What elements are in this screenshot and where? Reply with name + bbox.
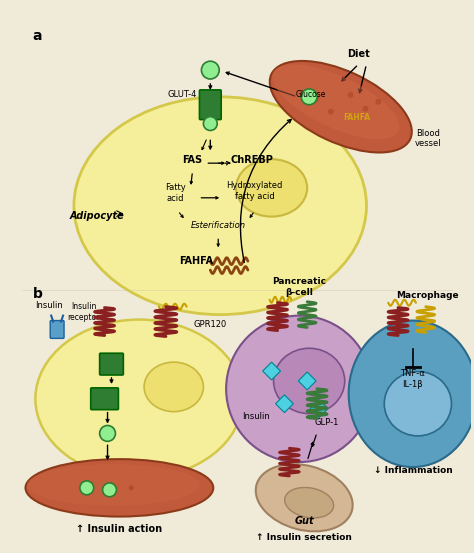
Ellipse shape xyxy=(349,321,474,467)
Text: ↑ Insulin secretion: ↑ Insulin secretion xyxy=(256,533,352,542)
Ellipse shape xyxy=(36,320,243,478)
Circle shape xyxy=(80,481,94,495)
Circle shape xyxy=(107,486,112,491)
Polygon shape xyxy=(263,362,281,380)
Circle shape xyxy=(102,483,117,497)
Circle shape xyxy=(203,117,217,131)
Text: FAS: FAS xyxy=(182,155,202,165)
Circle shape xyxy=(100,425,116,441)
FancyBboxPatch shape xyxy=(100,353,123,375)
Text: Hydroxylated
fatty acid: Hydroxylated fatty acid xyxy=(227,181,283,201)
Ellipse shape xyxy=(74,97,366,315)
Text: ↓ Inflammation: ↓ Inflammation xyxy=(374,466,452,475)
Text: ChREBP: ChREBP xyxy=(230,155,273,165)
Ellipse shape xyxy=(236,159,307,217)
Ellipse shape xyxy=(285,487,334,518)
Circle shape xyxy=(363,106,368,112)
Text: GLUT-4: GLUT-4 xyxy=(167,90,197,99)
Text: Macrophage: Macrophage xyxy=(396,291,459,300)
Ellipse shape xyxy=(26,459,213,517)
Ellipse shape xyxy=(273,348,345,414)
Ellipse shape xyxy=(256,464,353,531)
Polygon shape xyxy=(310,400,328,418)
Circle shape xyxy=(313,96,319,102)
Text: Diet: Diet xyxy=(347,49,370,59)
Ellipse shape xyxy=(270,61,412,153)
Polygon shape xyxy=(298,372,316,390)
Text: GPR120: GPR120 xyxy=(193,320,227,329)
Text: b: b xyxy=(32,287,42,301)
Circle shape xyxy=(301,89,317,105)
Text: GLP-1: GLP-1 xyxy=(315,419,339,427)
Ellipse shape xyxy=(144,362,203,411)
FancyBboxPatch shape xyxy=(200,90,221,119)
Circle shape xyxy=(129,486,134,491)
Text: Insulin: Insulin xyxy=(242,411,270,421)
Text: TNF-α
IL-1β: TNF-α IL-1β xyxy=(401,369,425,389)
Ellipse shape xyxy=(27,464,200,505)
Text: Gut: Gut xyxy=(294,517,314,526)
Ellipse shape xyxy=(384,372,451,436)
Text: Blood
vessel: Blood vessel xyxy=(414,129,441,148)
Text: Insulin: Insulin xyxy=(36,301,63,310)
Polygon shape xyxy=(275,395,293,413)
Text: FAHFA: FAHFA xyxy=(343,113,370,122)
Circle shape xyxy=(201,61,219,79)
Ellipse shape xyxy=(226,316,373,462)
Ellipse shape xyxy=(272,64,400,139)
Text: Glucose: Glucose xyxy=(296,90,326,100)
Text: a: a xyxy=(32,29,42,43)
Circle shape xyxy=(82,486,87,491)
Text: FAHFA: FAHFA xyxy=(180,256,214,266)
Text: Esterification: Esterification xyxy=(191,222,246,231)
Text: Pancreatic
β-cell: Pancreatic β-cell xyxy=(272,278,326,297)
Circle shape xyxy=(375,99,381,105)
Circle shape xyxy=(328,109,334,114)
Circle shape xyxy=(348,92,354,98)
Text: Adipocyte: Adipocyte xyxy=(70,211,125,221)
Text: Fatty
acid: Fatty acid xyxy=(165,184,186,203)
Text: Insulin
receptor: Insulin receptor xyxy=(68,302,100,321)
FancyBboxPatch shape xyxy=(50,321,64,338)
FancyBboxPatch shape xyxy=(91,388,118,410)
Text: ↑ Insulin action: ↑ Insulin action xyxy=(76,524,163,534)
